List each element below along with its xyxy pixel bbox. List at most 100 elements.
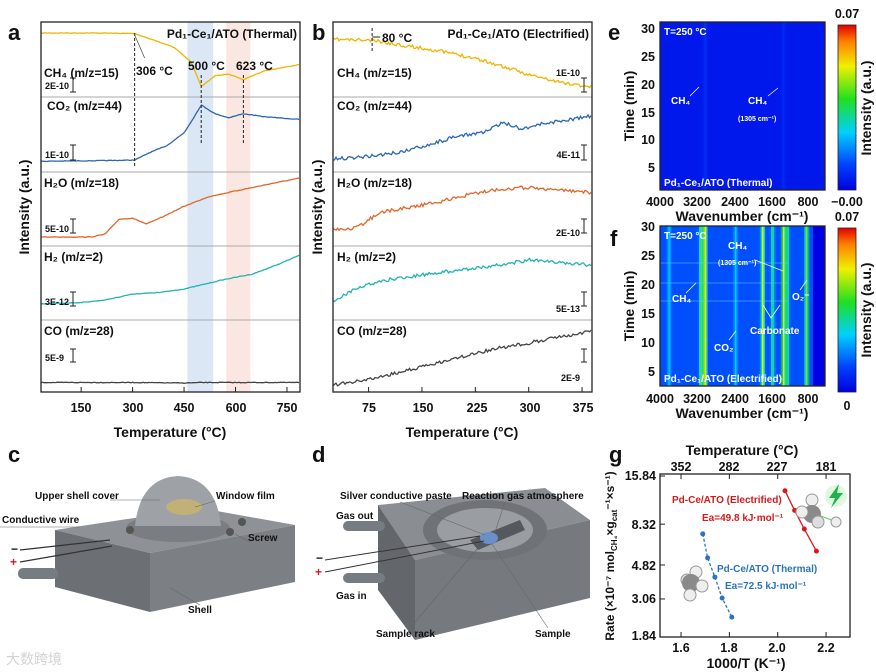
- colorbar-label: Intensity (a.u.): [858, 263, 874, 358]
- panel-label-a: a: [8, 20, 21, 45]
- ea-label-thermal: Ea=72.5 kJ·mol⁻¹: [725, 581, 807, 592]
- label-screw: Screw: [248, 533, 278, 544]
- data-point: [700, 531, 706, 537]
- heatmap-cell: [720, 226, 722, 386]
- heatmap-cell: [777, 22, 779, 190]
- x-tick-label: 150: [413, 401, 434, 415]
- y-tick-label: 30: [641, 22, 655, 36]
- heatmap-cell: [762, 226, 764, 386]
- peak-label-ch4: CH₄: [671, 96, 690, 107]
- window-film: [166, 499, 202, 515]
- y-tick-label: 20: [641, 78, 655, 92]
- marker-label-80: 80 °C: [382, 31, 412, 45]
- heatmap-cell: [694, 22, 697, 190]
- heatmap-cell: [795, 226, 797, 386]
- heatmap-cell: [747, 22, 749, 190]
- heatmap-cell: [669, 226, 671, 386]
- x-tick-label: 2.0: [768, 641, 785, 655]
- heatmap-cell: [672, 226, 674, 386]
- heatmap-cell: [802, 226, 805, 386]
- series-label-co: CO (m/z=28): [337, 324, 407, 338]
- plus-terminal: +: [315, 565, 322, 579]
- heatmap-cell: [697, 226, 700, 386]
- heatmap-cell: [739, 22, 742, 190]
- heatmap-cell: [745, 226, 748, 386]
- series-line: [332, 185, 592, 232]
- heatmap-cell: [810, 22, 812, 190]
- x-tick-label: 375: [573, 401, 594, 415]
- data-point: [782, 488, 788, 494]
- heatmap-cell: [774, 22, 776, 190]
- peak-note-1305: (1305 cm⁻¹): [718, 260, 756, 267]
- heatmap-cell: [765, 226, 767, 386]
- series-label-ch4: CH₄ (m/z=15): [44, 66, 119, 80]
- heatmap-cell: [766, 22, 769, 190]
- heatmap-cell: [783, 226, 785, 386]
- heatmap-cell: [789, 226, 791, 386]
- y-tick-label: 10: [641, 336, 655, 350]
- y-axis-label: Rate (×10⁻⁷ molCH₄×gcat⁻¹×s⁻¹): [603, 471, 619, 640]
- marker-label-306: 306 °C: [136, 64, 173, 78]
- colorbar: [837, 227, 857, 393]
- heatmap-cell: [750, 226, 752, 386]
- heatmap-cell: [693, 22, 695, 190]
- scale-bar: [70, 291, 76, 307]
- y-tick-label: 5: [648, 365, 655, 379]
- lightning-bolt-icon: [825, 484, 847, 508]
- heatmap-cell: [712, 226, 715, 386]
- heatmap-cell: [735, 226, 737, 386]
- series-label-co2: CO₂ (m/z=44): [337, 99, 412, 113]
- x-tick-label: 3200: [683, 392, 711, 406]
- series-label-co: CO (m/z=28): [44, 324, 114, 338]
- heatmap-cell: [681, 22, 683, 190]
- heatmap-row-artifact: [660, 282, 788, 284]
- heatmap-cell: [750, 22, 752, 190]
- heatmap-cell: [748, 226, 751, 386]
- heatmap-cell: [673, 22, 676, 190]
- heatmap-cell: [667, 22, 670, 190]
- screw: [126, 526, 134, 534]
- label-gas-in: Gas in: [336, 591, 367, 602]
- heatmap-cell: [774, 226, 776, 386]
- series-line: [332, 257, 592, 303]
- heatmap-cell: [772, 226, 775, 386]
- heatmap-cell: [790, 22, 793, 190]
- heatmap-cell: [757, 22, 760, 190]
- series-line: [332, 113, 592, 161]
- series-label-ch4: CH₄ (m/z=15): [337, 66, 412, 80]
- data-point: [719, 595, 725, 601]
- temperature-label: T=250 °C: [664, 27, 707, 38]
- gas-in-tube: [343, 573, 385, 583]
- heatmap-cell: [769, 226, 772, 386]
- screw: [226, 528, 234, 536]
- x-tick-label: 800: [798, 392, 819, 406]
- y-axis-label: Intensity (a.u.): [309, 160, 325, 255]
- peak-label-carbonate: Carbonate: [750, 326, 800, 337]
- gas-out-tube: [343, 521, 385, 531]
- y-tick-label: 1.84: [632, 629, 656, 643]
- leader-line: [767, 87, 779, 97]
- heatmap-cell: [760, 226, 763, 386]
- scale-bar: [581, 291, 587, 307]
- heatmap-cell: [792, 226, 794, 386]
- scale-bar: [581, 218, 587, 234]
- heatmap-cell: [759, 22, 761, 190]
- methane-molecule-icon: [680, 565, 709, 602]
- conductive-wire: [19, 545, 113, 563]
- label-upper-shell-cover: Upper shell cover: [35, 491, 119, 502]
- heatmap-cell: [744, 226, 746, 386]
- heatmap-cell: [703, 22, 706, 190]
- heatmap-cell: [820, 22, 823, 190]
- plus-terminal: +: [10, 555, 17, 569]
- y-tick-label: 8.32: [632, 518, 656, 532]
- heatmap-cell: [691, 22, 694, 190]
- heatmap-cell: [799, 226, 802, 386]
- heatmap-cell: [801, 226, 803, 386]
- panel-g-plot-area: [660, 474, 827, 638]
- reactor-interior-illustration: [324, 488, 590, 640]
- heatmap-cell: [676, 22, 679, 190]
- x-tick-label: 750: [277, 401, 298, 415]
- peak-label-ch4-1305: CH₄: [748, 96, 767, 107]
- x-tick-label: 800: [798, 195, 819, 209]
